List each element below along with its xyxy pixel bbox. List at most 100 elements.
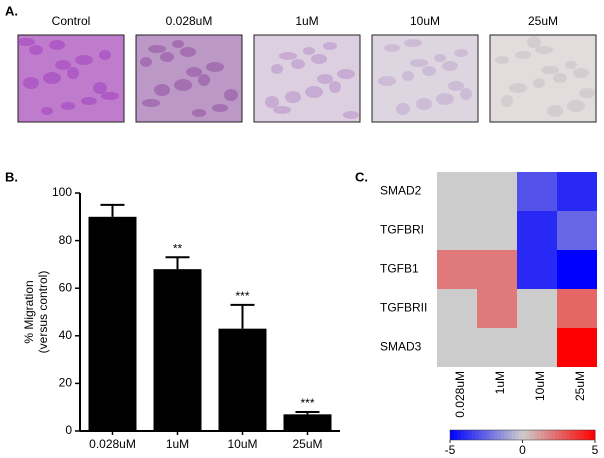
colorbar-step	[537, 430, 542, 440]
stain	[49, 40, 65, 50]
heat-cell	[437, 328, 477, 367]
stain	[448, 81, 464, 91]
row-label: TGFBRII	[380, 301, 427, 315]
stain	[434, 54, 446, 62]
stain	[140, 57, 152, 67]
image-label: 25uM	[528, 14, 558, 28]
column-label: 0.028uM	[453, 371, 467, 418]
bar	[88, 216, 137, 431]
y-tick-label: 60	[59, 280, 73, 294]
heat-cell	[557, 211, 597, 250]
stain	[337, 69, 355, 79]
heat-cell	[477, 172, 517, 211]
heat-cell	[557, 289, 597, 328]
stain	[547, 105, 563, 117]
heat-cell	[557, 250, 597, 289]
heat-cell	[437, 172, 477, 211]
colorbar-step	[489, 430, 494, 440]
stain	[384, 44, 400, 52]
colorbar-tick-label: -5	[445, 443, 456, 457]
heat-cell	[557, 328, 597, 367]
stain	[265, 96, 279, 108]
stain	[573, 68, 589, 78]
heat-cell	[557, 172, 597, 211]
colorbar-step	[558, 430, 563, 440]
colorbar-step	[468, 430, 473, 440]
colorbar-step	[486, 430, 491, 440]
stain	[527, 36, 541, 48]
stain	[442, 61, 458, 71]
stain	[410, 59, 428, 67]
stain	[495, 56, 509, 64]
panel-label: C.	[355, 169, 368, 184]
stain	[533, 78, 545, 88]
stain	[565, 61, 577, 69]
colorbar-step	[529, 430, 534, 440]
stain	[273, 106, 291, 114]
y-tick-label: 100	[52, 185, 72, 199]
colorbar-tick-label: 5	[592, 443, 599, 457]
stain	[271, 64, 283, 74]
y-tick-label: 0	[65, 423, 72, 437]
heat-cell	[517, 289, 557, 328]
stain	[579, 88, 595, 98]
stain	[75, 55, 93, 65]
stain	[343, 111, 359, 119]
stain	[224, 89, 238, 101]
colorbar-step	[457, 430, 462, 440]
panel-label: A.	[5, 3, 18, 18]
heat-cell	[437, 289, 477, 328]
stain	[142, 99, 160, 107]
stain	[206, 62, 224, 72]
x-tick-label: 1uM	[166, 437, 189, 451]
image-label: 1uM	[295, 14, 318, 28]
stain	[436, 93, 454, 105]
stain	[43, 72, 61, 84]
stain	[515, 51, 531, 59]
stain	[55, 60, 71, 70]
stain	[192, 109, 206, 117]
stain	[416, 98, 432, 110]
stain	[81, 97, 97, 105]
stain	[160, 52, 174, 62]
row-label: TGFB1	[380, 262, 419, 276]
heat-cell	[517, 172, 557, 211]
panel-label: B.	[5, 169, 18, 184]
stain	[303, 47, 315, 55]
significance: **	[173, 241, 183, 255]
heat-cell	[477, 250, 517, 289]
stain	[305, 86, 323, 98]
significance: ***	[235, 289, 249, 303]
stain	[402, 71, 414, 81]
stain	[174, 79, 192, 91]
stain	[323, 42, 337, 50]
heat-cell	[437, 211, 477, 250]
x-tick-label: 25uM	[292, 437, 322, 451]
stain	[404, 39, 422, 47]
row-label: SMAD2	[380, 184, 422, 198]
heat-cell	[437, 250, 477, 289]
column-label: 10uM	[533, 371, 547, 401]
significance: ***	[300, 396, 314, 410]
colorbar-step	[460, 430, 465, 440]
stain	[172, 40, 184, 48]
stain	[154, 84, 170, 96]
colorbar-step	[544, 430, 549, 440]
x-tick-label: 0.028uM	[89, 437, 136, 451]
stain	[291, 59, 305, 69]
stain	[186, 67, 202, 77]
colorbar-step	[562, 430, 567, 440]
colorbar-step	[591, 430, 596, 440]
colorbar-step	[508, 430, 513, 440]
column-label: 25uM	[573, 371, 587, 401]
heat-cell	[517, 328, 557, 367]
y-axis-label: % Migration	[22, 280, 36, 343]
stain	[509, 83, 527, 93]
stain	[180, 47, 196, 57]
image-label: Control	[52, 14, 91, 28]
stain	[29, 45, 43, 55]
stain	[148, 45, 166, 53]
stain	[329, 81, 341, 93]
x-tick-label: 10uM	[227, 437, 257, 451]
